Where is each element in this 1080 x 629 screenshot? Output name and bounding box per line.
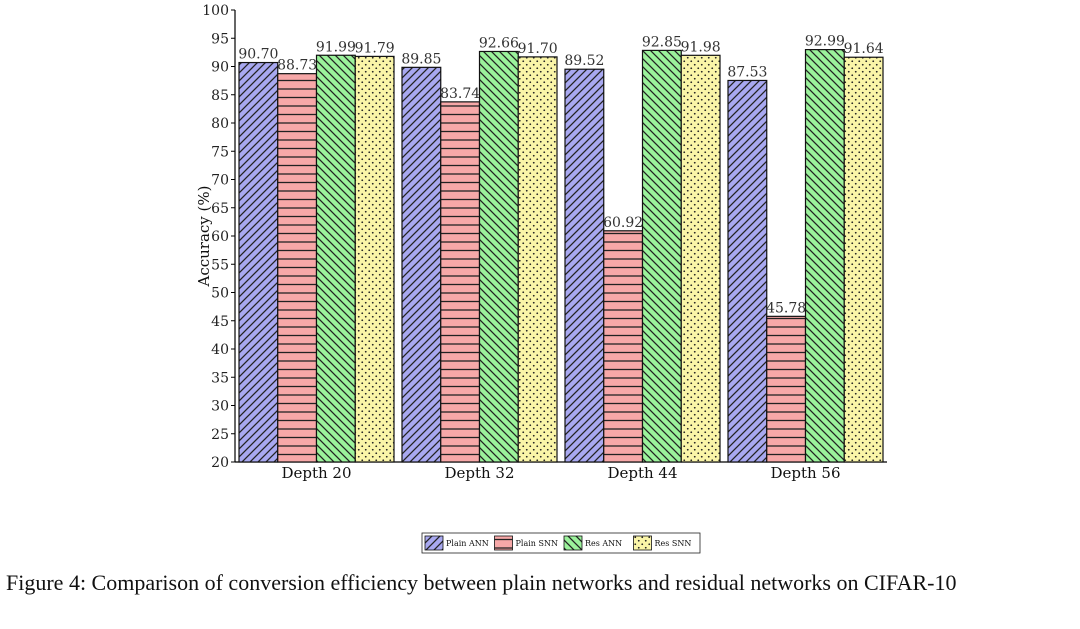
y-tick-label: 100	[202, 3, 229, 19]
bars	[238, 49, 884, 463]
y-axis-label-group: Accuracy (%)	[195, 185, 213, 287]
bar-value-label: 91.79	[355, 40, 395, 56]
y-tick-label: 75	[211, 144, 229, 160]
bar	[603, 230, 644, 463]
bar	[641, 49, 682, 463]
legend-swatch	[424, 535, 444, 551]
bar	[804, 49, 845, 463]
legend-swatch	[633, 535, 652, 551]
bar-value-label: 91.98	[681, 39, 721, 55]
x-category-label: Depth 44	[607, 464, 677, 482]
bar	[315, 54, 356, 463]
axes: 20 25 30 35 40 45 50 55 60 65 70 75 80 85 90 95 100 Depth…	[202, 3, 887, 482]
bar	[478, 50, 519, 463]
bar	[401, 66, 442, 463]
legend-entry-label: Res ANN	[585, 539, 622, 548]
bar	[354, 55, 395, 463]
legend-swatch	[494, 535, 513, 551]
y-tick-label: 55	[211, 257, 229, 273]
y-tick-label: 25	[211, 427, 229, 443]
y-tick-label: 85	[211, 88, 229, 104]
bar-value-label: 91.99	[316, 39, 356, 55]
legend-entry-label: Plain SNN	[516, 539, 558, 548]
bar	[517, 56, 558, 463]
y-tick-label: 45	[211, 314, 229, 330]
y-tick-label: 90	[211, 60, 229, 76]
x-category-label: Depth 32	[444, 464, 514, 482]
bar-value-label: 91.64	[844, 41, 884, 57]
y-tick-label: 35	[211, 370, 229, 386]
y-tick-label: 60	[211, 229, 229, 245]
bar	[564, 68, 605, 463]
bar-value-label: 92.66	[479, 35, 519, 51]
y-tick-label: 20	[211, 455, 229, 471]
y-tick-label: 40	[211, 342, 229, 358]
y-tick-label: 30	[211, 399, 229, 415]
bar	[727, 79, 768, 463]
bar-value-label: 83.74	[440, 86, 480, 102]
x-category-label: Depth 56	[770, 464, 840, 482]
y-tick-label: 80	[211, 116, 229, 132]
y-tick-label: 65	[211, 201, 229, 217]
bar-value-label: 88.73	[277, 58, 317, 74]
legend-box	[421, 532, 701, 554]
y-tick-label: 95	[211, 31, 229, 47]
bar	[440, 101, 481, 463]
y-axis-title: Accuracy (%)	[195, 185, 213, 287]
figure-caption: Figure 4: Comparison of conversion effic…	[6, 570, 957, 595]
bar-value-label: 89.85	[401, 51, 441, 67]
bar-value-label: 90.70	[238, 47, 278, 63]
y-tick-label: 70	[211, 173, 229, 189]
bar-value-label: 92.99	[805, 34, 845, 50]
bar-value-label: 60.92	[603, 215, 643, 231]
x-category-label: Depth 20	[281, 464, 351, 482]
bar-chart: Accuracy (%) 20 25 30 35 40 45 50 55 60 65 70 75 80 8…	[195, 3, 887, 554]
legend-swatch	[563, 535, 583, 551]
bar-value-label: 92.85	[642, 34, 682, 50]
bar	[843, 56, 884, 463]
legend-entry-label: Plain ANN	[446, 539, 489, 548]
bar	[680, 54, 721, 463]
legend-entry-label: Res SNN	[655, 539, 692, 548]
bar-value-label: 91.70	[518, 41, 558, 57]
bar	[766, 315, 807, 463]
bar-value-label: 89.52	[564, 53, 604, 69]
bar	[277, 73, 318, 463]
bar-value-label: 45.78	[766, 300, 806, 316]
y-tick-label: 50	[211, 286, 229, 302]
bar	[238, 61, 279, 463]
legend: Plain ANN Plain SNN Res ANN Res SNN	[421, 532, 701, 554]
bar-value-label: 87.53	[727, 64, 767, 80]
